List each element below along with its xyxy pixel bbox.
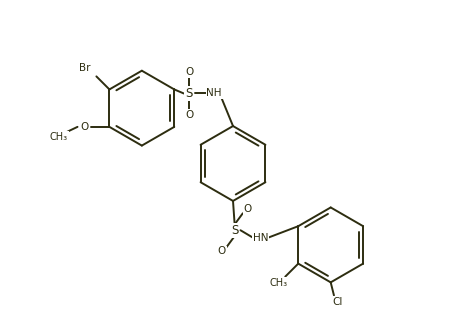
- Text: O: O: [185, 110, 193, 120]
- Text: NH: NH: [207, 89, 222, 98]
- Text: HN: HN: [253, 233, 269, 243]
- Text: Cl: Cl: [332, 297, 342, 307]
- Text: S: S: [185, 87, 193, 100]
- Text: O: O: [80, 122, 88, 132]
- Text: O: O: [244, 204, 252, 214]
- Text: CH₃: CH₃: [270, 278, 288, 288]
- Text: CH₃: CH₃: [50, 132, 68, 142]
- Text: O: O: [217, 247, 226, 256]
- Text: S: S: [231, 224, 238, 237]
- Text: Br: Br: [79, 63, 91, 73]
- Text: O: O: [185, 67, 193, 77]
